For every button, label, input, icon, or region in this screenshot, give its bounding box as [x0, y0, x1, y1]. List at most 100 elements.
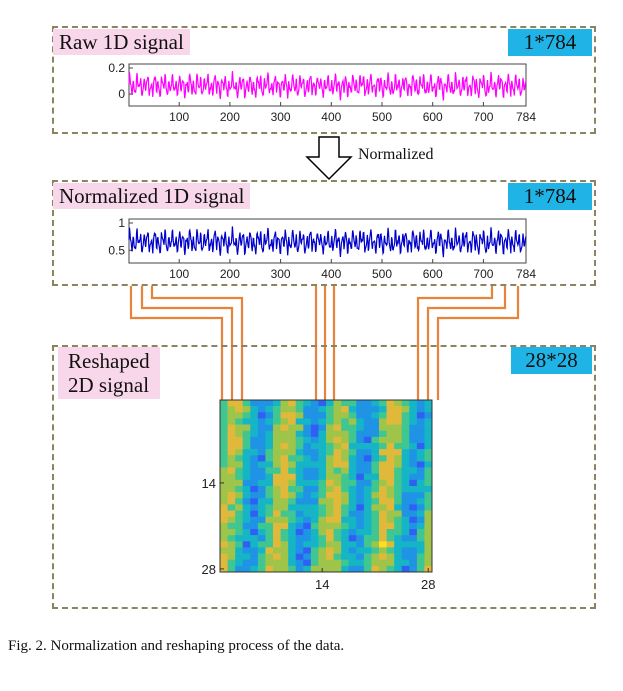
x-tick-label: 200: [220, 267, 240, 281]
heatmap-cell: [318, 406, 327, 413]
raw-signal-size-badge: 1*784: [508, 29, 592, 56]
heatmap-cell: [303, 486, 312, 493]
heatmap-cell: [371, 406, 380, 413]
heatmap-cell: [280, 424, 289, 432]
heatmap-cell: [288, 461, 297, 468]
heatmap-cell: [379, 467, 387, 475]
heatmap-cell: [303, 455, 312, 462]
heatmap-cell: [356, 504, 365, 511]
heatmap-cell: [401, 430, 410, 438]
heatmap-cell: [363, 424, 372, 432]
heatmap-cell: [409, 443, 418, 450]
heatmap-cell: [371, 510, 380, 518]
heatmap-cell: [257, 516, 266, 524]
heatmap-cell: [409, 504, 418, 511]
heatmap-cell: [371, 529, 380, 536]
heatmap-cell: [416, 553, 425, 561]
heatmap-cell: [379, 430, 387, 438]
heatmap-cell: [326, 406, 334, 413]
heatmap-cell: [326, 529, 334, 536]
heatmap-cell: [280, 400, 289, 407]
heatmap-cell: [318, 424, 327, 432]
heatmap-cell: [371, 473, 380, 481]
heatmap-cell: [250, 418, 259, 425]
heatmap-cell: [379, 406, 387, 413]
heatmap-cell: [242, 455, 251, 462]
heatmap-cell: [295, 455, 304, 462]
heatmap-cell: [250, 535, 259, 542]
heatmap-cell: [295, 473, 304, 481]
heatmap-cell: [333, 412, 342, 419]
heatmap-cell: [409, 473, 418, 481]
heatmap-cell: [318, 535, 327, 542]
heatmap-cell: [235, 406, 244, 413]
heatmap-cell: [220, 541, 228, 548]
heatmap-cell: [424, 467, 433, 475]
heatmap-cell: [250, 547, 259, 554]
heatmap-cell: [333, 436, 342, 444]
heatmap-cell: [257, 492, 266, 499]
heatmap-cell: [295, 492, 304, 499]
heatmap-cell: [265, 449, 274, 456]
heatmap-cell: [333, 559, 342, 567]
heatmap-cell: [265, 522, 274, 530]
heatmap-cell: [379, 553, 387, 561]
heatmap-cell: [363, 461, 372, 468]
heatmap-cell: [341, 443, 350, 450]
heatmap-cell: [341, 547, 350, 554]
normalized-signal-label: Normalized 1D signal: [53, 183, 251, 210]
heatmap-cell: [356, 461, 365, 468]
heatmap-cell: [242, 412, 251, 419]
heatmap-cell: [227, 492, 236, 499]
heatmap-cell: [257, 449, 266, 456]
heatmap-cell: [265, 400, 274, 407]
heatmap-cell: [326, 510, 334, 518]
heatmap-cell: [363, 418, 372, 425]
heatmap-cell: [363, 400, 372, 407]
heatmap-cell: [341, 504, 350, 511]
heatmap-cell: [326, 467, 334, 475]
heatmap-cell: [310, 455, 319, 462]
heatmap-cell: [318, 400, 327, 407]
heatmap-cell: [273, 479, 281, 487]
heatmap-cell: [303, 443, 312, 450]
heatmap-cell: [280, 498, 289, 505]
heatmap-cell: [326, 498, 334, 505]
heatmap-cell: [250, 412, 259, 419]
heatmap-cell: [288, 522, 297, 530]
heatmap-cell: [220, 522, 228, 530]
heatmap-cell: [318, 516, 327, 524]
x-tick-label: 500: [372, 267, 392, 281]
heatmap-cell: [295, 522, 304, 530]
heatmap-cell: [409, 547, 418, 554]
heatmap-cell: [386, 498, 395, 505]
heatmap-cell: [371, 461, 380, 468]
heatmap-cell: [348, 479, 357, 487]
heatmap-cell: [310, 547, 319, 554]
heatmap-cell: [265, 529, 274, 536]
heatmap-cell: [409, 467, 418, 475]
heatmap-cell: [288, 486, 297, 493]
heat-y-tick-label: 28: [202, 562, 216, 577]
heatmap-cell: [401, 449, 410, 456]
heatmap-cell: [303, 479, 312, 487]
heatmap-cell: [318, 467, 327, 475]
heatmap-cell: [242, 553, 251, 561]
heatmap-cell: [303, 436, 312, 444]
heatmap-cell: [227, 541, 236, 548]
heatmap-cell: [341, 424, 350, 432]
raw-signal-panel: [52, 26, 596, 134]
heatmap-cell: [273, 559, 281, 567]
heatmap-cell: [394, 486, 403, 493]
heatmap-cell: [333, 473, 342, 481]
heatmap-cell: [341, 486, 350, 493]
heatmap-cell: [227, 547, 236, 554]
heatmap-cell: [394, 455, 403, 462]
heatmap-cell: [235, 449, 244, 456]
heatmap-cell: [280, 406, 289, 413]
heatmap-cell: [371, 436, 380, 444]
heatmap-cell: [250, 541, 259, 548]
heatmap-cell: [401, 473, 410, 481]
heatmap-cell: [356, 418, 365, 425]
heatmap-cell: [379, 510, 387, 518]
